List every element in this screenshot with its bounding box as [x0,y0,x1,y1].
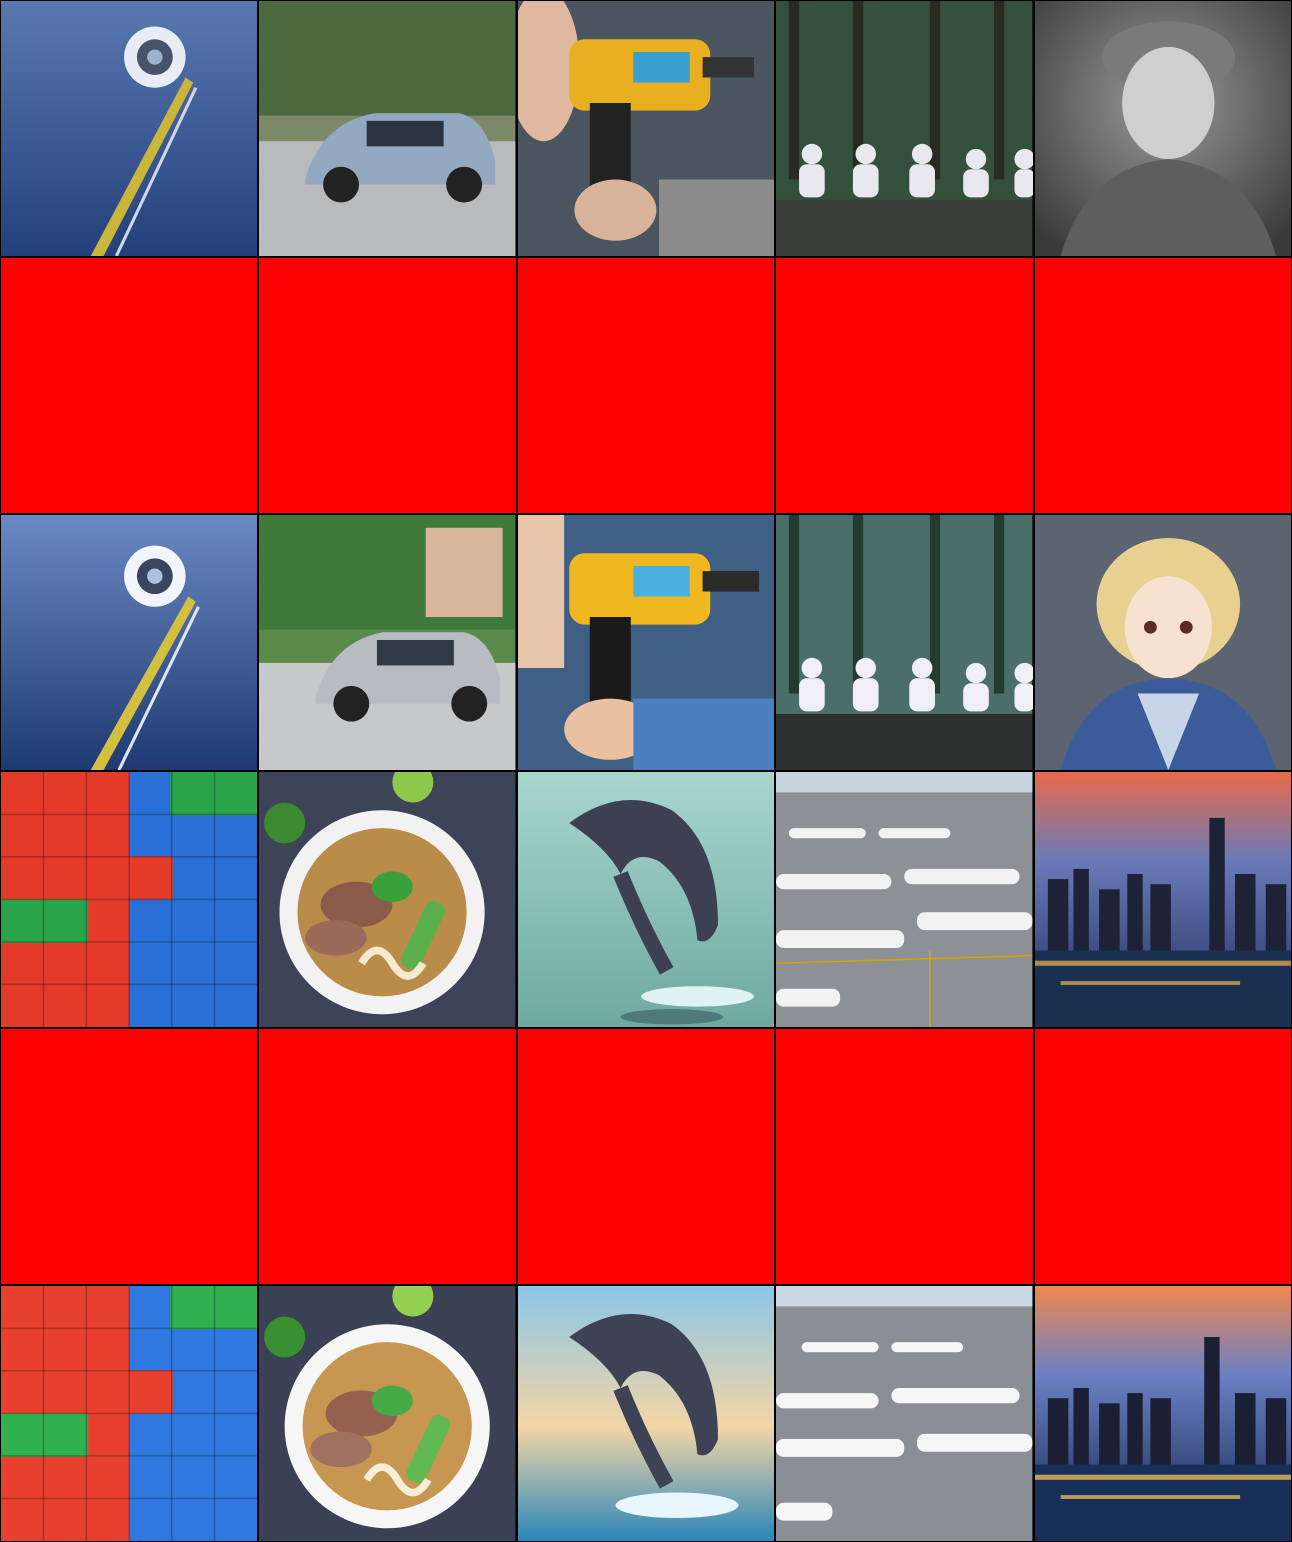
image-tile-robots-forest-stylized [775,514,1034,771]
pho-bowl-image [259,772,516,1027]
placeholder-red-tile [775,1028,1034,1285]
space-station-image [1,1,258,256]
drill-image [517,1,775,256]
image-tile-pho-bowl-stylized [258,1285,517,1542]
image-tile-space-station [0,0,259,257]
airplanes-airport-stylized-image [776,1286,1033,1541]
city-skyline-stylized-image [1034,1286,1291,1541]
image-tile-dolphin [516,771,776,1028]
placeholder-red-tile [0,257,259,514]
city-skyline-image [1034,772,1291,1027]
placeholder-red-tile [775,257,1034,514]
placeholder-red-tile [1033,257,1292,514]
image-tile-drill-stylized [516,514,776,771]
drill-stylized-image [517,515,775,770]
child-portrait-bw-image [1034,1,1291,256]
placeholder-red-tile [516,1028,776,1285]
placeholder-red-tile [258,1028,517,1285]
image-tile-city-skyline [1033,771,1292,1028]
image-tile-airplanes-airport [775,771,1034,1028]
image-tile-lego-bricks-stylized [0,1285,259,1542]
robots-forest-image [776,1,1033,256]
image-tile-pho-bowl [258,771,517,1028]
placeholder-red-tile [0,1028,259,1285]
lego-bricks-image [1,772,258,1027]
lego-bricks-stylized-image [1,1286,258,1541]
image-tile-car [258,0,517,257]
image-tile-child-portrait-anime [1033,514,1292,771]
robots-forest-stylized-image [776,515,1033,770]
dolphin-stylized-image [517,1286,775,1541]
image-tile-robots-forest [775,0,1034,257]
image-tile-airplanes-airport-stylized [775,1285,1034,1542]
pho-bowl-stylized-image [259,1286,516,1541]
child-portrait-anime-image [1034,515,1291,770]
image-tile-lego-bricks [0,771,259,1028]
car-image [259,1,516,256]
placeholder-red-tile [1033,1028,1292,1285]
placeholder-red-tile [516,257,776,514]
car-stylized-image [259,515,516,770]
image-tile-car-stylized [258,514,517,771]
image-tile-dolphin-stylized [516,1285,776,1542]
placeholder-red-tile [258,257,517,514]
image-tile-city-skyline-stylized [1033,1285,1292,1542]
airplanes-airport-image [776,772,1033,1027]
image-tile-child-portrait-bw [1033,0,1292,257]
image-tile-space-station-stylized [0,514,259,771]
image-tile-drill [516,0,776,257]
space-station-stylized-image [1,515,258,770]
dolphin-image [517,772,775,1027]
